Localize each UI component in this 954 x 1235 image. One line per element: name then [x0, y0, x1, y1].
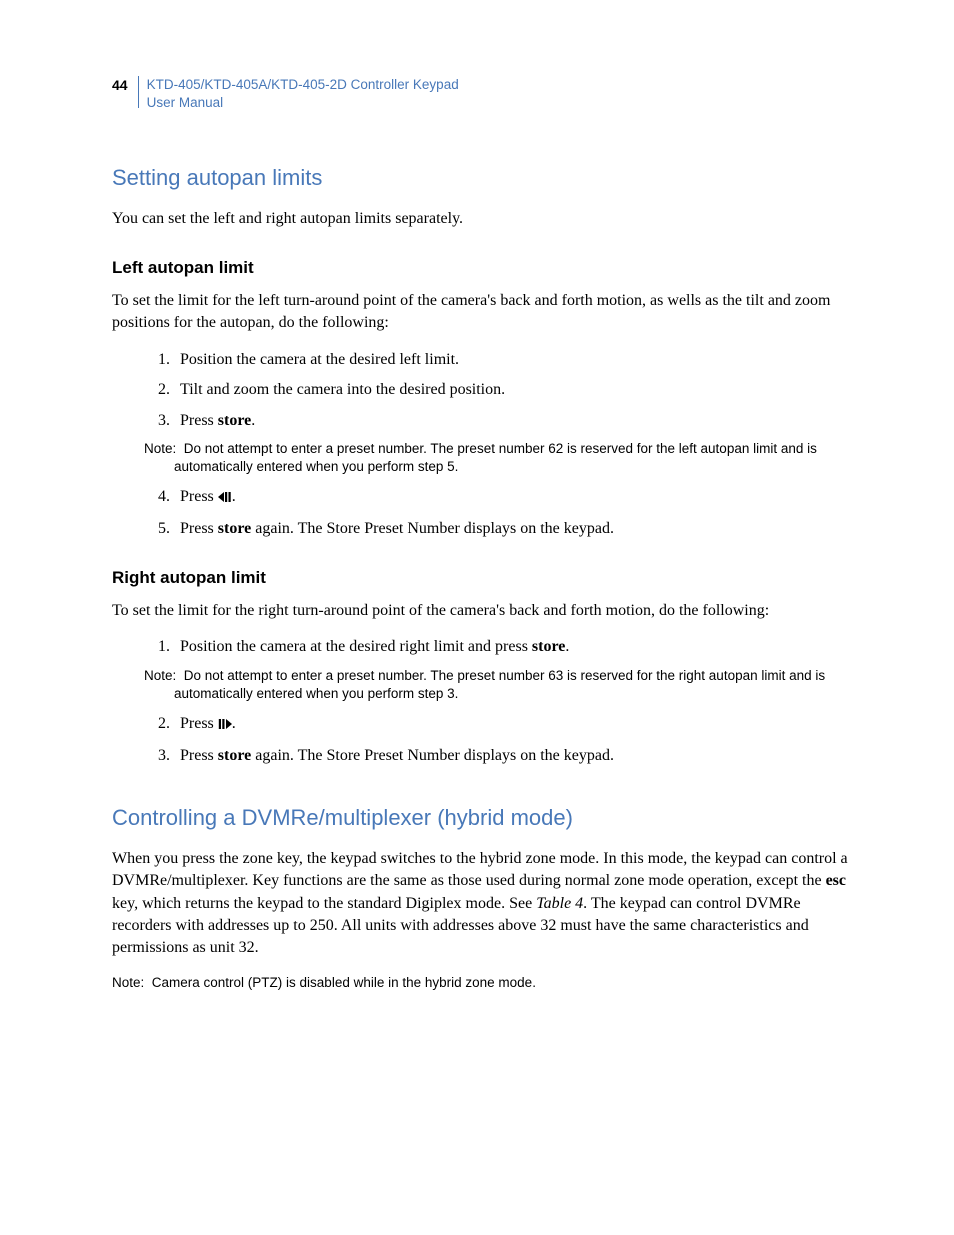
left-step-4-post: . [232, 488, 236, 505]
left-step-3-bold: store [218, 412, 251, 429]
right-step-2: Press . [174, 713, 854, 736]
right-step-3: Press store again. The Store Preset Numb… [174, 745, 854, 767]
right-step-2-pre: Press [180, 715, 218, 732]
left-step-4: Press . [174, 486, 854, 509]
dvmre-italic: Table 4 [536, 895, 583, 912]
left-step-5: Press store again. The Store Preset Numb… [174, 518, 854, 540]
dvmre-bold: esc [826, 872, 846, 889]
autopan-intro: You can set the left and right autopan l… [112, 208, 854, 230]
page-header: 44 KTD-405/KTD-405A/KTD-405-2D Controlle… [112, 76, 854, 111]
left-step-4-pre: Press [180, 488, 218, 505]
right-limit-intro: To set the limit for the right turn-arou… [112, 600, 854, 622]
header-divider [138, 76, 139, 108]
dvmre-pre: When you press the zone key, the keypad … [112, 850, 848, 889]
left-step-5-bold: store [218, 520, 251, 537]
left-step-3-post: . [251, 412, 255, 429]
left-step-5-pre: Press [180, 520, 218, 537]
rewind-pause-icon [218, 487, 232, 509]
left-step-3: Press store. [174, 410, 854, 432]
section-heading-dvmre: Controlling a DVMRe/multiplexer (hybrid … [112, 803, 854, 834]
page: 44 KTD-405/KTD-405A/KTD-405-2D Controlle… [0, 0, 954, 1235]
right-step-1-post: . [565, 638, 569, 655]
header-title: KTD-405/KTD-405A/KTD-405-2D Controller K… [147, 76, 459, 111]
right-limit-steps-1: Position the camera at the desired right… [112, 636, 854, 658]
left-limit-intro: To set the limit for the left turn-aroun… [112, 290, 854, 335]
dvmre-para: When you press the zone key, the keypad … [112, 848, 854, 960]
header-line-2: User Manual [147, 95, 224, 110]
left-limit-steps-4to5: Press . Press store again. The Store Pre… [112, 486, 854, 540]
right-step-3-pre: Press [180, 747, 218, 764]
page-number: 44 [112, 76, 138, 94]
right-step-3-bold: store [218, 747, 251, 764]
right-step-3-post: again. The Store Preset Number displays … [251, 747, 614, 764]
heading-left-limit: Left autopan limit [112, 256, 854, 280]
left-step-1: Position the camera at the desired left … [174, 349, 854, 371]
right-step-1-pre: Position the camera at the desired right… [180, 638, 532, 655]
left-step-2: Tilt and zoom the camera into the desire… [174, 379, 854, 401]
left-step-3-pre: Press [180, 412, 218, 429]
right-limit-note: Note: Do not attempt to enter a preset n… [144, 667, 854, 703]
right-step-1-bold: store [532, 638, 565, 655]
right-step-1: Position the camera at the desired right… [174, 636, 854, 658]
right-limit-steps-2to3: Press . Press store again. The Store Pre… [112, 713, 854, 767]
heading-right-limit: Right autopan limit [112, 566, 854, 590]
dvmre-note: Note: Camera control (PTZ) is disabled w… [112, 974, 854, 992]
right-step-2-post: . [232, 715, 236, 732]
section-heading-autopan: Setting autopan limits [112, 163, 854, 194]
left-limit-note: Note: Do not attempt to enter a preset n… [144, 440, 854, 476]
header-line-1: KTD-405/KTD-405A/KTD-405-2D Controller K… [147, 77, 459, 92]
left-step-5-post: again. The Store Preset Number displays … [251, 520, 614, 537]
dvmre-mid: key, which returns the keypad to the sta… [112, 895, 536, 912]
left-limit-steps-1to3: Position the camera at the desired left … [112, 349, 854, 432]
pause-forward-icon [218, 714, 232, 736]
